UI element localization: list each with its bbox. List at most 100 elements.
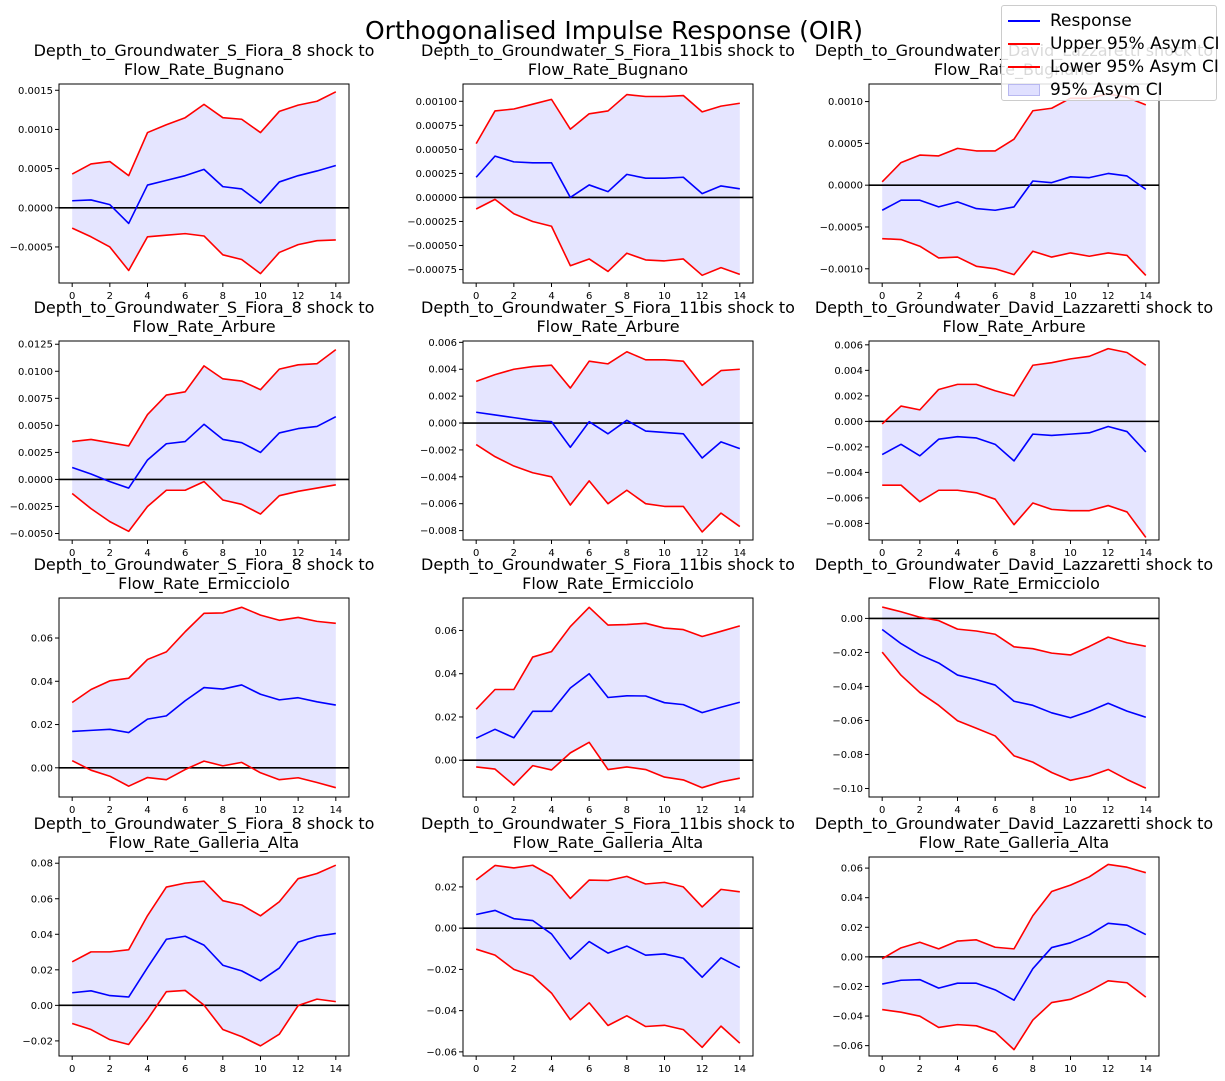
x-tick-label: 4 xyxy=(144,548,150,559)
x-tick-label: 0 xyxy=(879,805,885,816)
axes-frame xyxy=(462,856,754,1057)
y-tick-label: 0.0000 xyxy=(828,181,863,192)
x-tick-label: 14 xyxy=(329,1064,342,1075)
x-tick-label: 14 xyxy=(733,1064,746,1075)
x-tick-label: 0 xyxy=(879,1064,885,1075)
y-tick-label: −0.02 xyxy=(22,1036,53,1047)
subplot-depth-to-groundwater-s-fiora-8-shock-to-flow-rate-ermicciolo: Depth_to_Groundwater_S_Fiora_8 shock to F… xyxy=(31,555,375,816)
upper-ci-line xyxy=(475,606,741,710)
subplot-title-line: Flow_Rate_Arbure xyxy=(942,317,1085,337)
x-tick-label: 2 xyxy=(511,805,517,816)
x-tick-label: 12 xyxy=(696,548,709,559)
lower-ci-line xyxy=(882,980,1147,1051)
axes-frame xyxy=(868,597,1160,798)
legend-entry-upper-ci: Upper 95% Asym CI xyxy=(1008,32,1219,55)
y-tick-label: 0.06 xyxy=(841,864,863,875)
y-tick-label: 0.0075 xyxy=(18,394,53,405)
x-tick-label: 0 xyxy=(69,291,75,302)
x-tick-label: 8 xyxy=(624,548,630,559)
subplot-title-line: Depth_to_Groundwater_S_Fiora_8 shock to xyxy=(34,555,375,575)
y-tick-label: 0.00 xyxy=(841,614,863,625)
y-tick-label: −0.004 xyxy=(420,472,457,483)
y-tick-label: 0.02 xyxy=(31,720,53,731)
x-tick-label: 12 xyxy=(696,805,709,816)
x-tick-label: 6 xyxy=(992,805,998,816)
x-tick-label: 12 xyxy=(1102,291,1115,302)
x-tick-label: 10 xyxy=(658,548,671,559)
x-tick-label: 4 xyxy=(548,805,554,816)
y-tick-label: 0.08 xyxy=(31,859,53,870)
ci-band xyxy=(476,351,740,532)
legend-swatch-lower-ci xyxy=(1008,61,1040,73)
x-tick-label: 6 xyxy=(992,548,998,559)
subplot-title: Depth_to_Groundwater_David_Lazzaretti sh… xyxy=(815,298,1213,337)
legend-entry-response: Response xyxy=(1008,9,1210,32)
y-tick-label: −0.06 xyxy=(832,716,863,727)
x-tick-label: 6 xyxy=(992,291,998,302)
response-line xyxy=(72,684,336,734)
subplot-title: Depth_to_Groundwater_S_Fiora_8 shock to F… xyxy=(34,555,375,594)
y-tick-label: −0.006 xyxy=(420,499,457,510)
subplot-depth-to-groundwater-s-fiora-8-shock-to-flow-rate-bugnano: Depth_to_Groundwater_S_Fiora_8 shock to F… xyxy=(10,41,375,302)
x-tick-label: 12 xyxy=(1102,1064,1115,1075)
subplot-title: Depth_to_Groundwater_S_Fiora_8 shock to F… xyxy=(34,298,375,337)
legend-entry-lower-ci: Lower 95% Asym CI xyxy=(1008,55,1219,78)
y-tick-label: 0.0125 xyxy=(18,340,53,351)
y-tick-label: 0.02 xyxy=(841,923,863,934)
response-line xyxy=(881,628,1147,719)
axes-frame xyxy=(58,83,350,284)
subplot-title-line: Flow_Rate_Arbure xyxy=(536,317,679,337)
legend-swatch-upper-ci xyxy=(1008,38,1040,50)
x-tick-label: 0 xyxy=(473,548,479,559)
y-tick-label: 0.00 xyxy=(435,924,457,935)
response-line xyxy=(882,922,1147,1002)
y-tick-label: 0.02 xyxy=(435,712,457,723)
x-tick-label: 14 xyxy=(1139,548,1152,559)
y-tick-label: −0.004 xyxy=(826,468,863,479)
subplot-title-line: Depth_to_Groundwater_S_Fiora_8 shock to xyxy=(34,814,375,834)
y-tick-label: 0.000 xyxy=(834,417,863,428)
legend-entry-ci-band: 95% Asym CI xyxy=(1008,78,1210,101)
x-tick-label: 14 xyxy=(733,291,746,302)
y-tick-label: 0.00025 xyxy=(416,169,457,180)
y-tick-label: −0.002 xyxy=(420,445,457,456)
lower-ci-line xyxy=(882,484,1147,538)
x-tick-label: 2 xyxy=(107,291,113,302)
subplot-depth-to-groundwater-s-fiora-11bis-shock-to-flow-rate-bugnano: Depth_to_Groundwater_S_Fiora_11bis shock… xyxy=(407,41,795,302)
response-line xyxy=(881,425,1147,462)
subplot-title-line: Flow_Rate_Galleria_Alta xyxy=(513,833,703,853)
response-line xyxy=(476,909,741,979)
x-tick-label: 10 xyxy=(1064,548,1077,559)
subplot-depth-to-groundwater-s-fiora-11bis-shock-to-flow-rate-galleria-alta: Depth_to_Groundwater_S_Fiora_11bis shock… xyxy=(421,814,795,1075)
x-tick-label: 10 xyxy=(658,805,671,816)
subplot-depth-to-groundwater-david-lazzaretti-shock-to-flow-rate-galleria-alta: Depth_to_Groundwater_David_Lazzaretti sh… xyxy=(815,814,1213,1075)
upper-ci-line xyxy=(475,864,740,908)
y-tick-label: 0.00 xyxy=(31,763,53,774)
y-tick-label: 0.00075 xyxy=(416,121,457,132)
upper-ci-line xyxy=(71,606,336,704)
subplot-depth-to-groundwater-david-lazzaretti-shock-to-flow-rate-arbure: Depth_to_Groundwater_David_Lazzaretti sh… xyxy=(815,298,1213,559)
response-line xyxy=(72,164,337,225)
subplot-depth-to-groundwater-s-fiora-11bis-shock-to-flow-rate-arbure: Depth_to_Groundwater_S_Fiora_11bis shock… xyxy=(420,298,795,559)
y-tick-label: 0.006 xyxy=(428,338,457,349)
subplot-title: Depth_to_Groundwater_S_Fiora_11bis shock… xyxy=(421,41,795,80)
x-tick-label: 8 xyxy=(220,805,226,816)
x-tick-label: 8 xyxy=(1030,291,1036,302)
x-tick-label: 0 xyxy=(473,291,479,302)
x-tick-label: 14 xyxy=(733,548,746,559)
y-tick-label: −0.06 xyxy=(832,1041,863,1052)
response-line xyxy=(881,172,1147,212)
ci-band xyxy=(882,348,1146,538)
x-tick-label: 14 xyxy=(1139,805,1152,816)
x-tick-label: 6 xyxy=(182,548,188,559)
x-tick-label: 0 xyxy=(473,1064,479,1075)
lower-ci-line xyxy=(475,198,741,277)
legend-label-ci-band: 95% Asym CI xyxy=(1050,79,1163,100)
x-tick-label: 14 xyxy=(329,548,342,559)
subplot-title-line: Depth_to_Groundwater_David_Lazzaretti sh… xyxy=(815,814,1213,834)
x-tick-label: 8 xyxy=(1030,548,1036,559)
x-tick-label: 4 xyxy=(954,1064,960,1075)
x-tick-label: 6 xyxy=(182,291,188,302)
response-line xyxy=(475,672,741,739)
